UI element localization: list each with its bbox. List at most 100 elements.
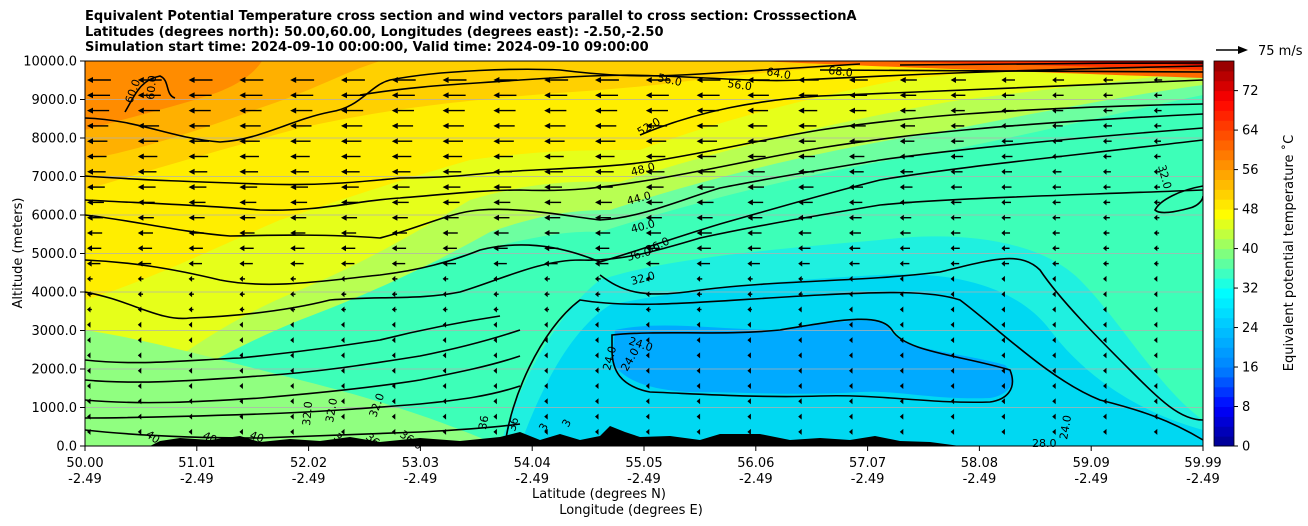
wind-vector-head-290	[290, 275, 294, 282]
y-axis-label: Altitude (meters)	[11, 198, 26, 309]
wind-vector-head-507	[137, 428, 142, 435]
wind-vector-head-466	[290, 398, 294, 405]
wind-vector-head-399	[239, 352, 243, 359]
colorbar-segment-32	[1214, 120, 1234, 131]
wind-vector-head-365	[747, 321, 751, 328]
wind-vector-head-259	[950, 245, 955, 252]
x-tick-lon-0: -2.49	[68, 472, 102, 487]
wind-vector-head-93	[341, 138, 347, 145]
wind-vector-head-383	[544, 337, 548, 344]
wind-vector-head-291	[341, 275, 345, 282]
colorbar-segment-38	[1214, 61, 1234, 72]
wind-vector-head-478	[899, 398, 904, 405]
wind-vector-head-162	[493, 184, 500, 191]
wind-vector-head-521	[849, 428, 853, 435]
wind-vector-head-337	[442, 306, 447, 313]
wind-vector-head-426	[493, 367, 497, 374]
wind-vector-head-170	[899, 184, 905, 191]
wind-vector-head-253	[645, 245, 651, 252]
wind-vector-head-220	[87, 230, 93, 236]
contour-lines	[85, 62, 1203, 446]
wind-vector-head-234	[798, 230, 803, 236]
wind-vector-head-260	[1001, 245, 1005, 252]
wind-vector-head-373	[1153, 321, 1158, 328]
wind-vector-head-174	[1103, 184, 1107, 191]
wind-vector-head-160	[391, 184, 398, 191]
wind-vector-head-461	[1153, 383, 1158, 389]
contour-label-8: 48.0	[629, 160, 656, 179]
wind-vector-head-85	[1052, 122, 1056, 129]
wind-vector-head-169	[849, 184, 854, 191]
wind-vector-head-421	[239, 367, 243, 374]
wind-vector-head-55	[645, 107, 652, 114]
wind-vector-head-362	[595, 321, 599, 328]
wind-vector-head-168	[798, 184, 804, 191]
colorbar-segment-16	[1214, 278, 1234, 289]
colorbar-segment-22	[1214, 218, 1234, 230]
wind-vector-head-196	[1103, 199, 1107, 206]
wind-vector-head-17	[950, 77, 956, 83]
wind-vector-head-8	[493, 77, 500, 83]
wind-vector-head-286	[87, 275, 91, 282]
colorbar-segment-12	[1214, 317, 1234, 329]
colorbar-segment-31	[1214, 130, 1234, 141]
wind-vector-head-357	[341, 321, 345, 328]
wind-vector-head-493	[544, 413, 548, 420]
wind-vector-head-523	[950, 428, 955, 435]
colorbar-segment-30	[1214, 139, 1234, 151]
wind-vector-head-42	[1103, 92, 1107, 99]
title-line-3: Simulation start time: 2024-09-10 00:00:…	[85, 40, 649, 55]
wind-vector-head-222	[188, 230, 194, 236]
wind-vector-head-265	[137, 260, 143, 267]
wind-vector-head-148	[899, 168, 905, 175]
wind-vector-head-80	[798, 122, 805, 129]
contour-lower-5	[85, 423, 521, 439]
wind-vector-head-242	[87, 245, 93, 252]
wind-vector-head-495	[645, 413, 650, 420]
wind-vector-head-210	[696, 214, 703, 221]
y-tick-label-0: 0.0	[56, 440, 77, 455]
wind-vector-head-318	[595, 291, 599, 298]
field-band-72	[980, 61, 1203, 65]
wind-vector-head-473	[645, 398, 650, 405]
wind-vector-head-200	[188, 214, 195, 221]
y-axis: 0.0 1000.0 2000.0 3000.0 4000.0 5000.0 6000.0 7…	[23, 55, 85, 455]
wind-vector-head-150	[1001, 168, 1006, 175]
wind-vector-head-52	[493, 107, 500, 114]
wind-vector-head-444	[290, 383, 294, 389]
wind-vector-head-477	[849, 398, 853, 405]
wind-vector-head-443	[239, 383, 243, 389]
wind-vector-head-476	[798, 398, 802, 405]
wind-vector-head-284	[1103, 260, 1107, 267]
wind-vector-head-128	[1001, 153, 1006, 160]
wind-vector-head-414	[1001, 352, 1005, 359]
wind-vector-head-340	[595, 306, 599, 313]
wind-vector-head-2	[188, 77, 195, 83]
wind-vector-head-205	[442, 214, 449, 221]
wind-vector-head-53	[544, 107, 551, 114]
wind-vector-head-28	[391, 92, 398, 99]
wind-vector-head-328	[1103, 291, 1107, 298]
colorbar-segment-25	[1214, 189, 1234, 200]
wind-vector-head-177	[137, 199, 144, 206]
colorbar-segment-8	[1214, 357, 1234, 368]
wind-vector-head-445	[341, 383, 345, 389]
wind-vector-head-308	[87, 291, 91, 298]
wind-vector-head-164	[595, 184, 601, 191]
wind-vector-head-398	[188, 352, 193, 359]
wind-vector-head-451	[645, 383, 650, 389]
wind-vector-head-492	[493, 413, 497, 420]
wind-vector-head-331	[137, 306, 142, 313]
wind-vector-head-289	[239, 275, 243, 282]
wind-vector-head-375	[137, 337, 142, 344]
wind-vector-head-132	[87, 168, 93, 175]
colorbar-segment-24	[1214, 199, 1234, 210]
wind-vector-head-113	[239, 153, 246, 160]
wind-vectors	[87, 77, 1163, 435]
wind-vector-head-472	[595, 398, 599, 405]
contour-60	[124, 75, 176, 113]
wind-vector-head-346	[899, 306, 904, 313]
wind-vector-head-384	[595, 337, 599, 344]
wind-vector-head-214	[899, 214, 904, 221]
wind-vector-head-61	[950, 107, 956, 114]
